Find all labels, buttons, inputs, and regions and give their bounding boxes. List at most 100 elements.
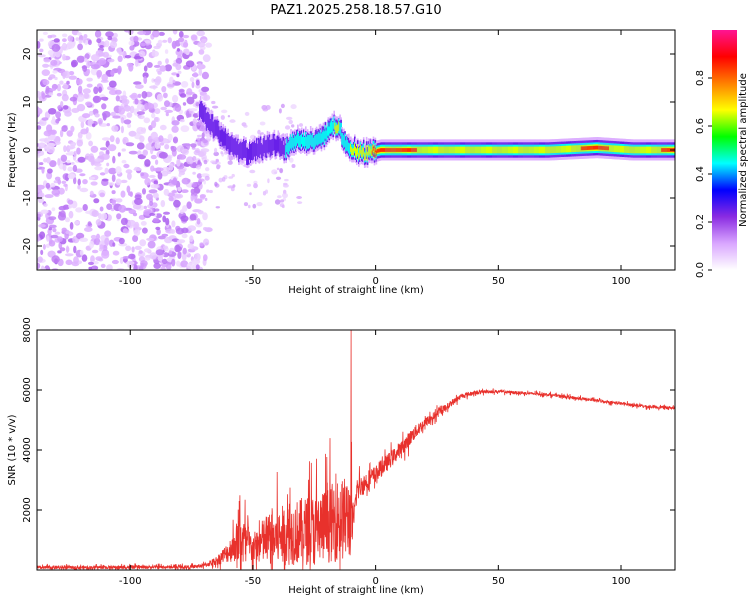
spectrogram-cell [87,221,92,227]
spectrogram-cell [97,118,104,125]
spectrogram-cell [86,77,93,82]
spectrogram-cell [62,54,66,61]
spectrogram-cell [177,186,182,192]
spectrogram-cell [527,146,530,154]
spectrogram-cell [380,148,383,152]
spectrogram-cell [259,136,262,155]
spectrogram-cell [152,217,160,223]
spectrogram-cell [529,146,532,154]
snr-x-axis: -100 -50 0 50 100 [119,330,631,587]
spectrogram-cell [112,242,116,247]
spectrogram-cell [249,169,256,174]
spectrogram-cell [139,239,147,247]
spectrogram-cell [76,139,84,147]
spectrogram-cell [390,148,392,152]
spectrogram-cell [153,262,161,269]
spectrogram-cell [489,146,492,154]
spectrogram-cell [356,148,358,158]
spectrogram-cell [221,176,226,182]
spectrogram-cell [312,137,315,150]
spectrogram-cell [653,146,655,154]
x-tick-label: -100 [119,276,142,287]
spectrogram-cell [164,64,172,72]
spectrogram-cell [343,135,345,149]
spectrogram-cell [86,60,91,69]
spectrogram-cell [160,106,167,111]
spectrogram-cell [640,146,643,154]
spectrogram-cell [66,160,71,164]
spectrogram-cell [637,146,640,154]
spectrogram-cell [132,235,139,242]
spectrogram-cell [172,79,176,84]
spectrogram-cell [195,264,200,270]
spectrogram-cell [667,148,669,152]
spectrogram-cell [71,61,77,68]
spectrogram-cell [552,146,554,154]
spectrogram-cell [135,84,144,89]
spectrogram-cell [149,252,157,260]
spectrogram-cell [399,148,401,152]
spectrogram-cell [592,145,595,150]
spectrogram-cell [466,146,469,154]
spectrogram-cell [646,146,649,154]
spectrogram-cell [256,202,263,207]
spectrogram-cell [357,144,359,155]
spectrogram-cell [279,138,281,158]
spectrogram-cell [402,148,404,152]
spectrogram-cell [180,125,190,133]
spectrogram-cell [151,78,155,83]
spectrogram-cell [549,146,551,154]
spectrogram-cell [90,234,97,240]
spectrogram-cell [550,146,552,154]
spectrogram-cell [234,138,236,155]
spectrogram-cell [76,232,85,240]
spectrogram-cell [471,146,474,154]
spectrogram-cell [182,42,189,48]
spectrogram-cell [128,130,137,137]
spectrogram-cell [537,146,540,154]
spectrogram-cell [88,140,93,147]
spectrogram-cell [417,146,420,154]
spectrogram-cell [122,256,130,260]
spectrogram-cell [41,166,45,174]
spectrogram-cell [133,56,142,60]
spectrogram-cell [40,249,44,255]
spectrogram-cell [443,146,445,154]
spectrogram-cell [449,146,451,154]
spectrogram-cell [67,173,76,180]
spectrogram-cell [473,146,476,154]
spectrogram-cell [159,124,167,131]
spectrogram-cell [427,146,430,154]
spectrogram-cell [185,110,190,119]
spectrogram-cell [37,54,46,58]
spectrogram-cell [54,231,61,235]
spectrogram-cell [140,172,145,177]
spectrogram-cell [68,145,76,150]
spectrogram-cell [296,134,298,146]
spectrogram-cell [152,30,160,38]
spectrogram-cell [81,254,88,262]
spectrogram-cell [189,214,197,221]
spectrogram-heatmap [37,30,675,270]
spectrogram-cell [608,146,610,151]
spectrogram-cell [85,127,89,133]
spectrogram-cell [92,61,96,65]
spectrogram-cell [587,146,590,150]
spectrogram-cell [115,178,122,186]
spectrogram-cell [118,107,125,115]
spectrogram-cell [244,111,250,116]
spectrogram-cell [354,143,356,152]
spectrogram-cell [146,62,153,68]
spectrogram-cell [48,227,53,231]
spectrogram-cell [468,146,471,154]
spectrogram-cell [139,135,145,143]
spectrogram-cell [95,219,102,226]
spectrogram-cell [532,146,535,154]
spectrogram-cell [148,189,158,194]
spectrogram-cell [76,55,85,63]
spectrogram-cell [221,129,224,147]
spectrogram-cell [428,146,431,154]
spectrogram-cell [60,154,68,162]
spectrogram-cell [91,210,99,217]
spectrogram-cell [88,110,94,116]
